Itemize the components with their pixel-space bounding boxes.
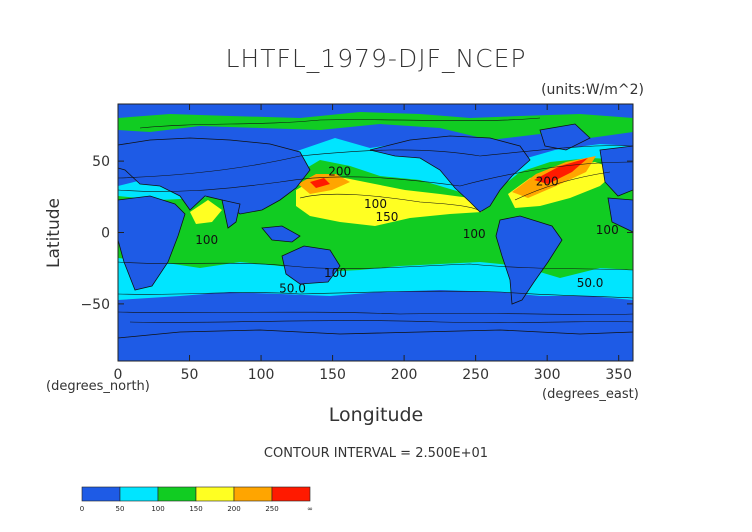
- contour-lines: [118, 117, 633, 323]
- contour-label: 100: [463, 227, 486, 241]
- colorbar-swatch: [233, 486, 273, 502]
- x-units-label-right: (degrees_east): [542, 387, 639, 402]
- units-label: (units:W/m^2): [541, 82, 644, 98]
- colorbar-tick-label: 150: [189, 505, 202, 513]
- x-tick-label: 50: [181, 367, 199, 383]
- band-150-200-atlantic: [508, 162, 618, 208]
- land-africa-east: [607, 197, 633, 233]
- land-eurasia: [118, 137, 311, 215]
- x-tick-label: 300: [534, 367, 561, 383]
- band-gt250-kuroshio: [310, 178, 330, 188]
- land-australia: [281, 245, 341, 285]
- x-tick-label: 100: [248, 367, 275, 383]
- colorbar-swatch: [157, 486, 197, 502]
- chart-title: LHTFL_1979-DJF_NCEP: [225, 44, 527, 73]
- land-europe: [599, 145, 633, 197]
- colorbar-tick-label: 100: [151, 505, 164, 513]
- colorbar-tick-label: 0: [80, 505, 84, 513]
- contour-label: 150: [375, 210, 398, 224]
- land-greenland: [539, 123, 591, 151]
- colorbar-swatch: [81, 486, 121, 502]
- contour-label: 200: [328, 164, 351, 178]
- contour-interval-text: CONTOUR INTERVAL = 2.500E+01: [263, 446, 489, 461]
- land-south-america: [495, 215, 563, 305]
- contour-label: 100: [195, 233, 218, 247]
- x-tick-label: 150: [319, 367, 346, 383]
- colorbar-tick-label: 200: [227, 505, 240, 513]
- colorbar-tick-label: 50: [116, 505, 125, 513]
- land-antarctica: [118, 329, 633, 361]
- colorbar-swatch: [271, 486, 311, 502]
- colorbar: 0 50 100 150 200 250 ∞: [80, 486, 313, 513]
- land-india: [221, 199, 241, 229]
- x-axis-label: Longitude: [328, 404, 424, 426]
- x-tick-label: 200: [391, 367, 418, 383]
- band-150-200-pacific: [296, 176, 482, 226]
- tick-marks: [117, 104, 633, 361]
- x-units-label-left: (degrees_north): [46, 379, 150, 394]
- contour-label: 100: [596, 223, 619, 237]
- band-polar-green: [118, 112, 633, 140]
- y-tick-label: −50: [80, 297, 110, 313]
- contour-label: 200: [536, 174, 559, 188]
- y-tick-label: 0: [101, 226, 110, 242]
- band-gt250-gulfstream: [534, 158, 588, 184]
- colorbar-tick-label: ∞: [307, 505, 313, 513]
- x-tick-label: 0: [114, 367, 123, 383]
- contour-label: 50.0: [577, 276, 604, 290]
- map-field: [118, 112, 633, 361]
- contour-label: 100: [324, 266, 347, 280]
- colorbar-swatch: [195, 486, 235, 502]
- x-tick-label: 250: [462, 367, 489, 383]
- y-tick-label: 50: [92, 154, 110, 170]
- contour-label: 100: [364, 197, 387, 211]
- contour-label: 50.0: [279, 281, 306, 295]
- land-africa: [118, 195, 186, 291]
- x-tick-label: 350: [605, 367, 632, 383]
- colorbar-tick-label: 250: [265, 505, 278, 513]
- land-maritime: [261, 225, 301, 243]
- colorbar-swatch: [119, 486, 159, 502]
- band-150-200-indian: [190, 200, 222, 224]
